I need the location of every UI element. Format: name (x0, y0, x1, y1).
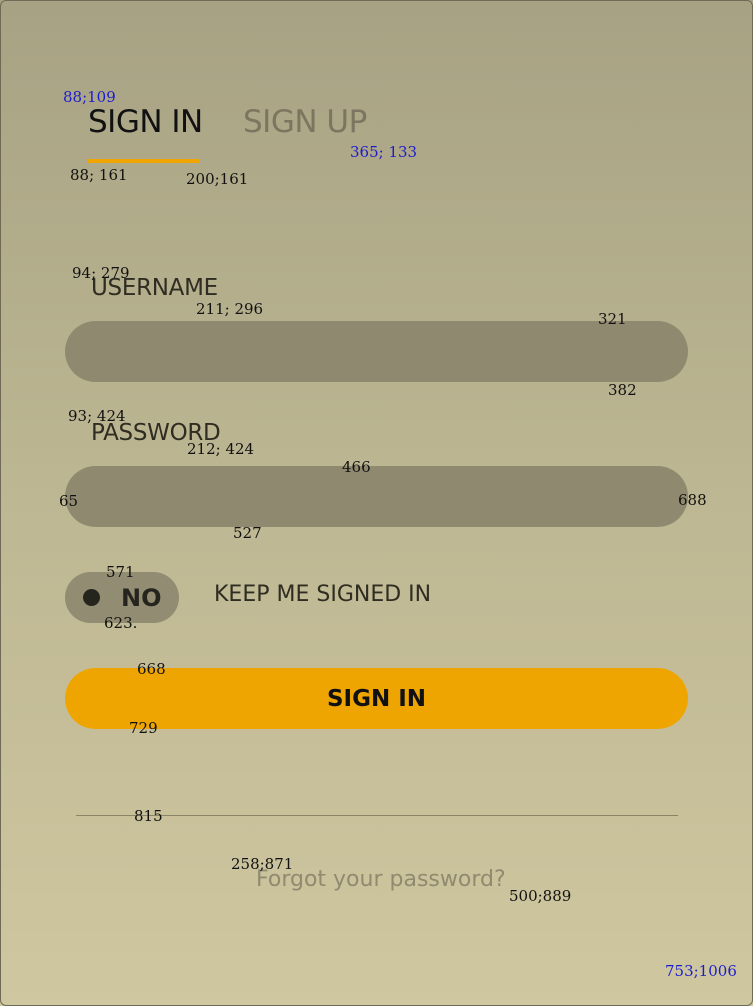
annotation-label: 211; 296 (196, 300, 264, 318)
annotation-label: 753;1006 (665, 962, 737, 980)
username-label: USERNAME (91, 275, 218, 301)
active-tab-indicator (88, 159, 200, 163)
divider (76, 815, 678, 816)
annotation-label: 688 (678, 491, 707, 509)
annotation-label: 382 (608, 381, 637, 399)
annotation-label: 466 (342, 458, 371, 476)
annotation-label: 65 (59, 492, 79, 510)
forgot-password-link[interactable]: Forgot your password? (256, 867, 506, 892)
toggle-state-text: NO (121, 584, 162, 612)
annotation-label: 815 (134, 807, 163, 825)
annotation-label: 623. (104, 614, 138, 632)
annotation-label: 88;109 (63, 88, 116, 106)
tab-sign-in[interactable]: SIGN IN (88, 104, 203, 140)
annotation-label: 93; 424 (68, 407, 126, 425)
username-input[interactable] (65, 321, 688, 382)
annotation-label: 200;161 (186, 170, 249, 188)
annotation-label: 527 (233, 524, 262, 542)
annotation-label: 88; 161 (70, 166, 128, 184)
annotation-label: 500;889 (509, 887, 572, 905)
sign-in-button[interactable]: SIGN IN (65, 668, 688, 729)
keep-signed-in-toggle[interactable]: NO (65, 572, 179, 623)
annotation-label: 668 (137, 660, 166, 678)
annotation-label: 321 (598, 310, 627, 328)
password-label: PASSWORD (91, 420, 221, 446)
annotation-label: 94; 279 (72, 264, 130, 282)
password-input[interactable] (65, 466, 688, 527)
keep-signed-in-label: KEEP ME SIGNED IN (214, 582, 432, 607)
tab-sign-up[interactable]: SIGN UP (243, 104, 367, 140)
annotation-label: 365; 133 (350, 143, 418, 161)
annotation-label: 571 (106, 563, 135, 581)
annotation-label: 729 (129, 719, 158, 737)
annotation-label: 212; 424 (187, 440, 255, 458)
annotation-label: 258;871 (231, 855, 294, 873)
toggle-knob (83, 589, 100, 606)
